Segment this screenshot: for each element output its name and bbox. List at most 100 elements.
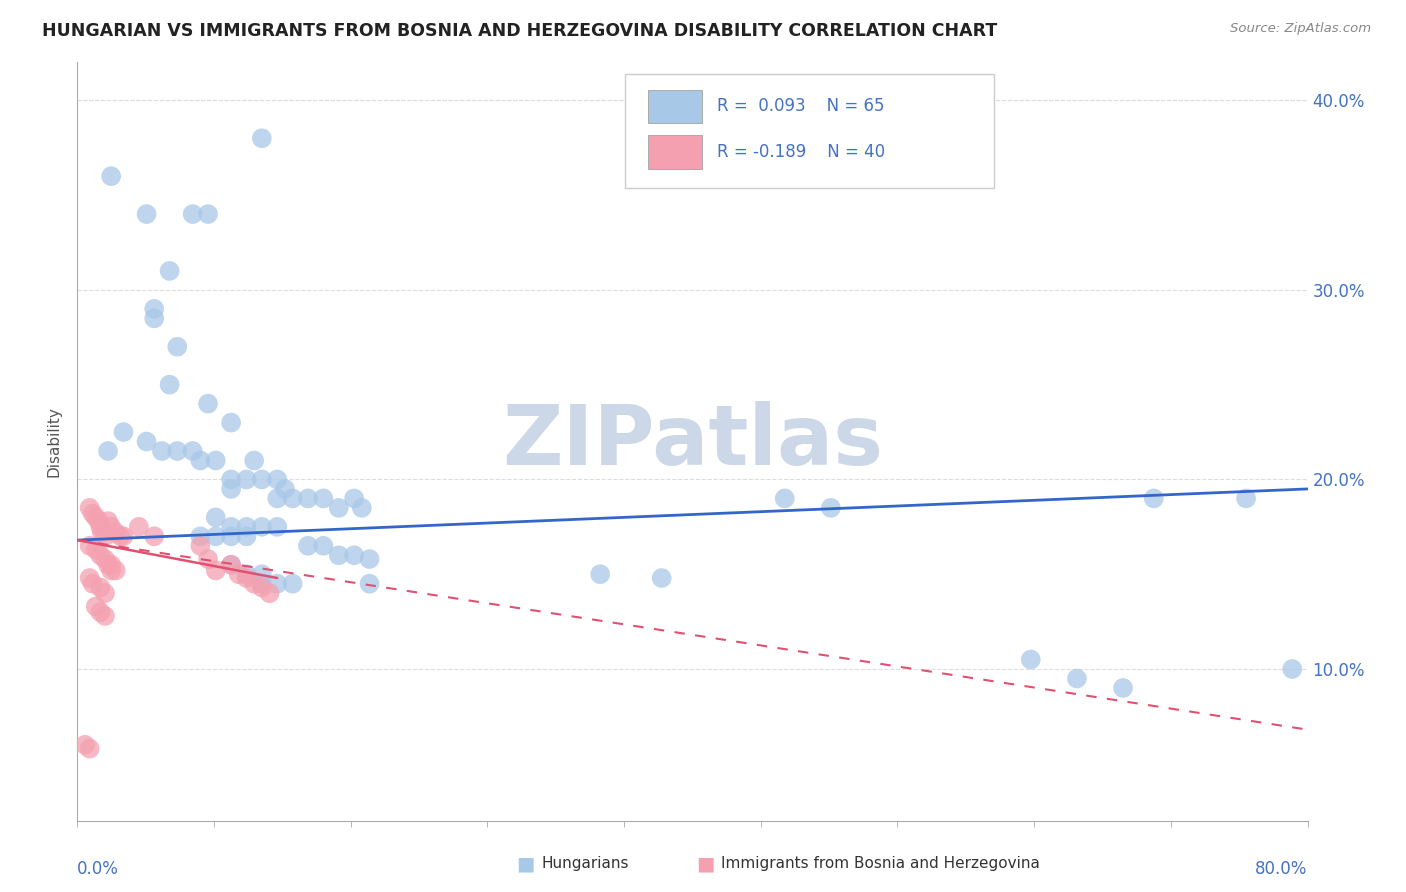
Point — [143, 529, 166, 543]
Point — [235, 529, 257, 543]
Point — [188, 453, 212, 467]
Point — [84, 542, 107, 557]
Point — [100, 564, 122, 578]
Point — [1143, 491, 1166, 506]
Point — [128, 520, 150, 534]
Point — [1234, 491, 1257, 506]
Point — [79, 571, 101, 585]
Point — [1112, 681, 1135, 695]
Point — [166, 444, 188, 458]
Point — [250, 131, 273, 145]
Text: R = -0.189    N = 40: R = -0.189 N = 40 — [717, 143, 886, 161]
Point — [82, 576, 104, 591]
Point — [79, 500, 101, 515]
Point — [204, 510, 226, 524]
Point — [651, 571, 673, 585]
Point — [297, 491, 319, 506]
Point — [219, 473, 242, 487]
Point — [773, 491, 796, 506]
Point — [266, 473, 288, 487]
FancyBboxPatch shape — [648, 136, 703, 169]
Point — [90, 525, 114, 540]
Point — [250, 520, 273, 534]
Point — [266, 576, 288, 591]
Point — [97, 514, 120, 528]
Point — [274, 482, 297, 496]
Point — [343, 548, 366, 563]
Point — [143, 301, 166, 316]
Point — [188, 539, 212, 553]
Point — [820, 500, 842, 515]
Point — [89, 548, 111, 563]
Point — [197, 396, 219, 410]
Point — [250, 473, 273, 487]
Point — [204, 529, 226, 543]
Point — [100, 520, 122, 534]
Point — [297, 539, 319, 553]
Point — [104, 525, 127, 540]
Point — [219, 416, 242, 430]
Point — [97, 558, 120, 572]
FancyBboxPatch shape — [648, 90, 703, 123]
Point — [84, 510, 107, 524]
Point — [219, 529, 242, 543]
Text: ZIPatlas: ZIPatlas — [502, 401, 883, 482]
Point — [589, 567, 612, 582]
Point — [112, 529, 135, 543]
Point — [312, 539, 335, 553]
Point — [89, 605, 111, 619]
Text: Immigrants from Bosnia and Herzegovina: Immigrants from Bosnia and Herzegovina — [721, 856, 1040, 871]
Point — [235, 520, 257, 534]
Text: Source: ZipAtlas.com: Source: ZipAtlas.com — [1230, 22, 1371, 36]
Text: 0.0%: 0.0% — [77, 860, 120, 878]
Point — [1019, 652, 1042, 666]
Point — [350, 500, 373, 515]
Point — [150, 444, 173, 458]
Point — [281, 491, 304, 506]
Point — [73, 738, 96, 752]
Point — [197, 207, 219, 221]
Point — [259, 586, 281, 600]
Point — [135, 207, 157, 221]
Point — [94, 609, 117, 624]
Point — [97, 444, 120, 458]
Point — [219, 558, 242, 572]
Point — [243, 576, 266, 591]
Point — [197, 552, 219, 566]
Point — [250, 567, 273, 582]
Point — [79, 741, 101, 756]
Point — [266, 491, 288, 506]
Point — [94, 529, 117, 543]
Point — [181, 207, 204, 221]
Text: Hungarians: Hungarians — [541, 856, 628, 871]
Point — [100, 169, 122, 184]
Point — [100, 558, 122, 572]
Point — [143, 311, 166, 326]
Point — [94, 552, 117, 566]
Point — [219, 482, 242, 496]
Point — [181, 444, 204, 458]
Point — [110, 529, 132, 543]
Point — [112, 425, 135, 439]
Text: R =  0.093    N = 65: R = 0.093 N = 65 — [717, 97, 884, 115]
Point — [235, 567, 257, 582]
Point — [159, 264, 181, 278]
Text: 80.0%: 80.0% — [1256, 860, 1308, 878]
Point — [104, 564, 127, 578]
Point — [204, 453, 226, 467]
Point — [82, 507, 104, 521]
Point — [312, 491, 335, 506]
Point — [250, 581, 273, 595]
Point — [159, 377, 181, 392]
Text: HUNGARIAN VS IMMIGRANTS FROM BOSNIA AND HERZEGOVINA DISABILITY CORRELATION CHART: HUNGARIAN VS IMMIGRANTS FROM BOSNIA AND … — [42, 22, 997, 40]
Point — [328, 500, 350, 515]
Point — [359, 576, 381, 591]
Point — [84, 599, 107, 614]
Point — [250, 576, 273, 591]
Text: ■: ■ — [696, 854, 714, 873]
Point — [219, 520, 242, 534]
Point — [135, 434, 157, 449]
Point — [89, 581, 111, 595]
FancyBboxPatch shape — [624, 74, 994, 187]
Point — [343, 491, 366, 506]
